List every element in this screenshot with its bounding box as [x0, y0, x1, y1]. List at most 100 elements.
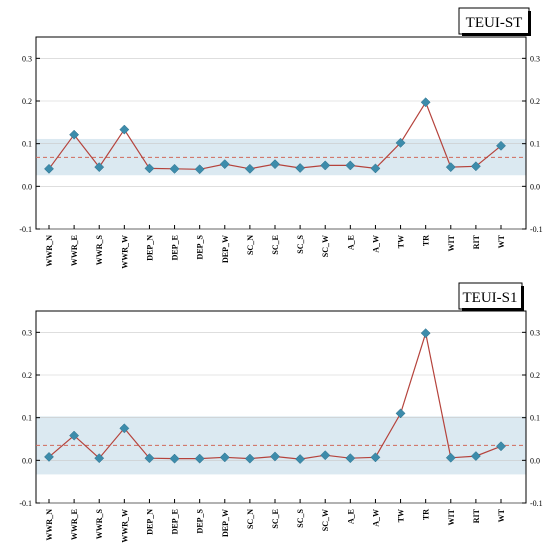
- data-point: [295, 163, 306, 173]
- data-point: [445, 162, 456, 173]
- x-tick-label: TR: [422, 509, 431, 520]
- panel-top: TEUI-ST: [35, 7, 531, 230]
- x-tick-label: DEP_S: [196, 234, 205, 259]
- x-tick-label: WIT: [447, 508, 456, 525]
- data-point: [194, 164, 205, 175]
- x-tick-label: WWR_N: [45, 509, 54, 541]
- data-point: [44, 163, 54, 174]
- y-tick-label-right: 0.1: [530, 140, 540, 149]
- x-tick-label: A_E: [346, 509, 355, 524]
- x-tick-label: WIT: [447, 234, 456, 251]
- data-point: [169, 453, 180, 464]
- data-point: [345, 453, 356, 464]
- y-tick-label-right: 0.3: [530, 328, 540, 337]
- data-point: [395, 137, 406, 148]
- data-point: [94, 162, 105, 173]
- data-point: [219, 159, 230, 170]
- title-box-bottom: TEUI-S1: [458, 282, 524, 311]
- x-tick-label: SC_E: [271, 509, 280, 529]
- x-tick-label: DEP_E: [171, 509, 180, 534]
- plot-layer-bottom: -0.1 -0.1 0.0 0.0 0.1 0.1 0.2 0.2 0.3 0.3 WWR_N WWR…: [19, 328, 543, 543]
- title-box-top: TEUI-ST: [458, 7, 531, 36]
- x-tick-label: SC_W: [321, 509, 330, 531]
- data-point: [194, 453, 205, 464]
- x-tick-label: WWR_W: [120, 235, 129, 269]
- x-tick-label: DEP_N: [145, 509, 154, 535]
- x-tick-label: SC_N: [246, 235, 255, 255]
- y-tick-label-left: 0.1: [22, 414, 32, 423]
- data-point: [119, 423, 130, 434]
- data-point: [420, 328, 431, 339]
- x-tick-label: DEP_E: [171, 235, 180, 260]
- data-point: [119, 124, 130, 135]
- y-tick-label-left: 0.1: [22, 140, 32, 149]
- y-tick-label-right: 0.2: [530, 97, 540, 106]
- y-tick-label-right: 0.2: [530, 371, 540, 380]
- y-tick-label-left: 0.3: [22, 328, 32, 337]
- x-tick-label: DEP_S: [196, 508, 205, 533]
- data-point: [395, 408, 406, 419]
- x-tick-label: SC_E: [271, 235, 280, 255]
- y-tick-label-left: -0.1: [19, 225, 32, 234]
- x-tick-label: RIT: [472, 508, 481, 523]
- data-point: [496, 441, 506, 452]
- x-tick-label: DEP_W: [221, 235, 230, 263]
- plot-area-top: [35, 36, 527, 230]
- data-point: [470, 161, 481, 172]
- data-point: [69, 430, 80, 441]
- data-point: [320, 160, 331, 171]
- y-tick-label-left: 0.3: [22, 54, 32, 63]
- data-point: [445, 452, 456, 463]
- x-tick-label: WT: [497, 508, 506, 522]
- data-point: [244, 163, 255, 174]
- data-point: [370, 452, 381, 463]
- data-point: [219, 452, 230, 463]
- x-tick-label: SC_W: [321, 235, 330, 257]
- data-point: [144, 453, 155, 464]
- x-tick-label: TR: [422, 235, 431, 246]
- data-point: [320, 450, 331, 461]
- x-tick-label: A_W: [371, 235, 380, 253]
- y-tick-label-left: -0.1: [19, 499, 32, 508]
- y-tick-label-right: 0.3: [530, 54, 540, 63]
- x-tick-label: WWR_S: [95, 234, 104, 265]
- x-tick-label: A_W: [371, 509, 380, 527]
- x-tick-label: WT: [497, 234, 506, 248]
- x-tick-label: RIT: [472, 234, 481, 249]
- chart-title-top: TEUI-ST: [466, 15, 523, 31]
- x-tick-label: A_E: [346, 235, 355, 250]
- x-tick-label: DEP_N: [145, 235, 154, 261]
- x-tick-label: SC_S: [296, 508, 305, 527]
- x-tick-label: WWR_N: [45, 235, 54, 267]
- y-tick-label-left: 0.0: [22, 456, 32, 465]
- x-tick-label: DEP_W: [221, 509, 230, 537]
- x-tick-label: TW: [397, 509, 406, 522]
- y-tick-label-left: 0.2: [22, 97, 32, 106]
- data-point: [420, 97, 431, 108]
- data-point: [496, 140, 506, 151]
- data-point: [295, 454, 306, 465]
- x-tick-label: SC_S: [296, 234, 305, 253]
- x-tick-label: SC_N: [246, 509, 255, 529]
- x-tick-label: WWR_S: [95, 508, 104, 539]
- x-tick-label: WWR_E: [70, 235, 79, 266]
- data-point: [470, 451, 481, 462]
- data-point: [270, 451, 280, 462]
- plot-layer-top: -0.1 -0.1 0.0 0.0 0.1 0.1 0.2 0.2 0.3 0.3 WWR_N WWR…: [19, 54, 542, 268]
- y-tick-label-right: -0.1: [530, 225, 543, 234]
- x-tick-label: WWR_E: [70, 509, 79, 540]
- x-tick-label: TW: [397, 235, 406, 248]
- y-tick-label-left: 0.0: [22, 182, 32, 191]
- data-point: [370, 163, 381, 174]
- chart-title-bottom: TEUI-S1: [463, 290, 518, 306]
- data-point: [94, 453, 105, 464]
- y-tick-label-left: 0.2: [22, 371, 32, 380]
- y-tick-label-right: 0.0: [530, 182, 540, 191]
- data-point: [345, 160, 356, 171]
- x-tick-label: WWR_W: [120, 509, 129, 543]
- data-point: [44, 451, 54, 462]
- data-point: [244, 453, 255, 464]
- data-point: [144, 163, 155, 174]
- data-point: [69, 129, 80, 140]
